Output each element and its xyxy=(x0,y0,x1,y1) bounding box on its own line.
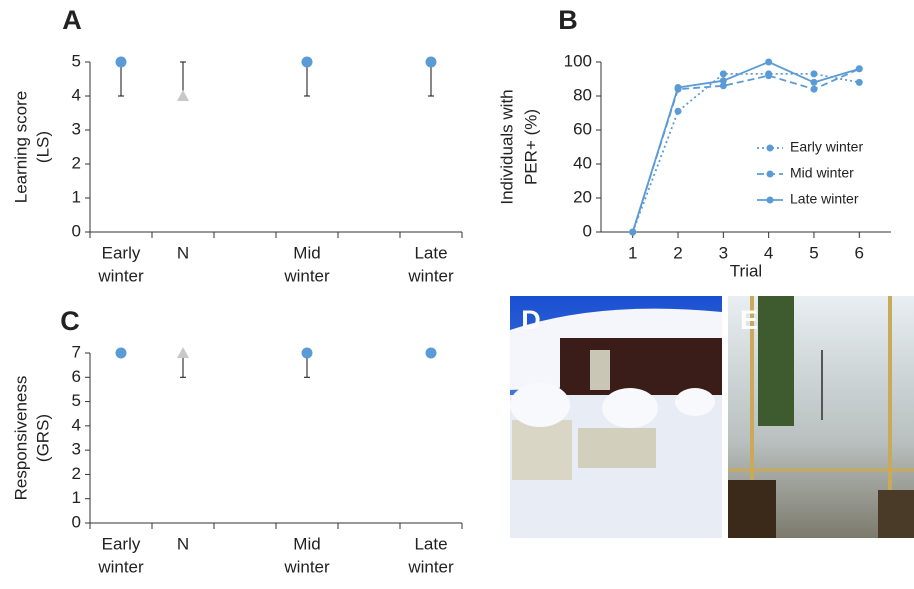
y-tick-label: 7 xyxy=(72,342,81,361)
point xyxy=(719,82,727,90)
y-axis-label: (GRS) xyxy=(33,414,52,462)
photo-e xyxy=(728,296,914,538)
point xyxy=(810,70,818,78)
x-tick-label: Early xyxy=(102,534,141,553)
panel-label: C xyxy=(60,306,80,336)
y-axis-label: Individuals with xyxy=(497,89,516,204)
legend-label: Late winter xyxy=(790,191,859,207)
point xyxy=(425,56,437,68)
y-axis-label: PER+ (%) xyxy=(521,109,540,185)
x-tick-label: 6 xyxy=(855,243,864,262)
x-axis-label: Trial xyxy=(730,261,762,280)
x-tick-label: Early xyxy=(102,243,141,262)
point xyxy=(674,84,682,91)
series-line xyxy=(631,73,860,233)
x-tick-label: winter xyxy=(407,557,454,576)
point xyxy=(115,56,127,68)
y-tick-label: 2 xyxy=(72,153,81,172)
x-tick-label: N xyxy=(177,534,189,553)
y-tick-label: 6 xyxy=(72,367,81,386)
x-tick-label: 3 xyxy=(719,243,728,262)
point xyxy=(855,78,863,86)
panel-label: D xyxy=(521,305,541,335)
x-tick-label: winter xyxy=(97,266,144,285)
point xyxy=(674,107,682,115)
panel-label: E xyxy=(740,305,758,335)
point xyxy=(765,58,773,66)
legend-label: Mid winter xyxy=(790,165,854,181)
point xyxy=(629,228,637,236)
point xyxy=(855,65,863,73)
y-tick-label: 1 xyxy=(72,488,81,507)
y-tick-label: 1 xyxy=(72,187,81,206)
y-tick-label: 100 xyxy=(564,51,592,70)
legend-label: Early winter xyxy=(790,139,863,155)
point xyxy=(425,347,437,359)
x-tick-label: 5 xyxy=(809,243,818,262)
y-tick-label: 40 xyxy=(573,153,592,172)
point xyxy=(177,90,189,101)
point xyxy=(719,70,727,78)
x-tick-label: Mid xyxy=(293,243,320,262)
x-tick-label: 2 xyxy=(673,243,682,262)
y-tick-label: 3 xyxy=(72,440,81,459)
y-tick-label: 60 xyxy=(573,119,592,138)
x-tick-label: Late xyxy=(414,534,447,553)
y-tick-label: 4 xyxy=(72,85,81,104)
y-tick-label: 2 xyxy=(72,464,81,483)
y-tick-label: 0 xyxy=(72,512,81,531)
point xyxy=(301,347,313,359)
photo-d xyxy=(510,296,722,538)
x-tick-label: winter xyxy=(283,266,330,285)
point xyxy=(765,72,773,80)
x-tick-label: 4 xyxy=(764,243,773,262)
x-tick-label: winter xyxy=(283,557,330,576)
y-tick-label: 3 xyxy=(72,119,81,138)
y-axis-label: (LS) xyxy=(33,131,52,163)
point xyxy=(810,78,818,86)
point xyxy=(719,77,727,85)
panel-label: A xyxy=(62,5,82,35)
point xyxy=(177,347,189,358)
legend-marker xyxy=(766,196,774,204)
panel-label: B xyxy=(558,5,578,35)
x-tick-label: N xyxy=(177,243,189,262)
series-line xyxy=(631,61,860,233)
x-tick-label: winter xyxy=(97,557,144,576)
x-tick-label: 1 xyxy=(628,243,637,262)
y-axis-label: Learning score xyxy=(11,91,30,203)
y-tick-label: 0 xyxy=(72,221,81,240)
y-tick-label: 5 xyxy=(72,391,81,410)
y-tick-label: 5 xyxy=(72,51,81,70)
y-tick-label: 4 xyxy=(72,415,81,434)
legend-marker xyxy=(766,144,774,152)
x-tick-label: Late xyxy=(414,243,447,262)
x-tick-label: Mid xyxy=(293,534,320,553)
point xyxy=(810,85,818,93)
legend-marker xyxy=(766,170,774,178)
point xyxy=(301,56,313,68)
y-tick-label: 0 xyxy=(583,221,592,240)
x-tick-label: winter xyxy=(407,266,454,285)
y-axis-label: Responsiveness xyxy=(11,376,30,501)
point xyxy=(115,347,127,359)
y-tick-label: 80 xyxy=(573,85,592,104)
y-tick-label: 20 xyxy=(573,187,592,206)
